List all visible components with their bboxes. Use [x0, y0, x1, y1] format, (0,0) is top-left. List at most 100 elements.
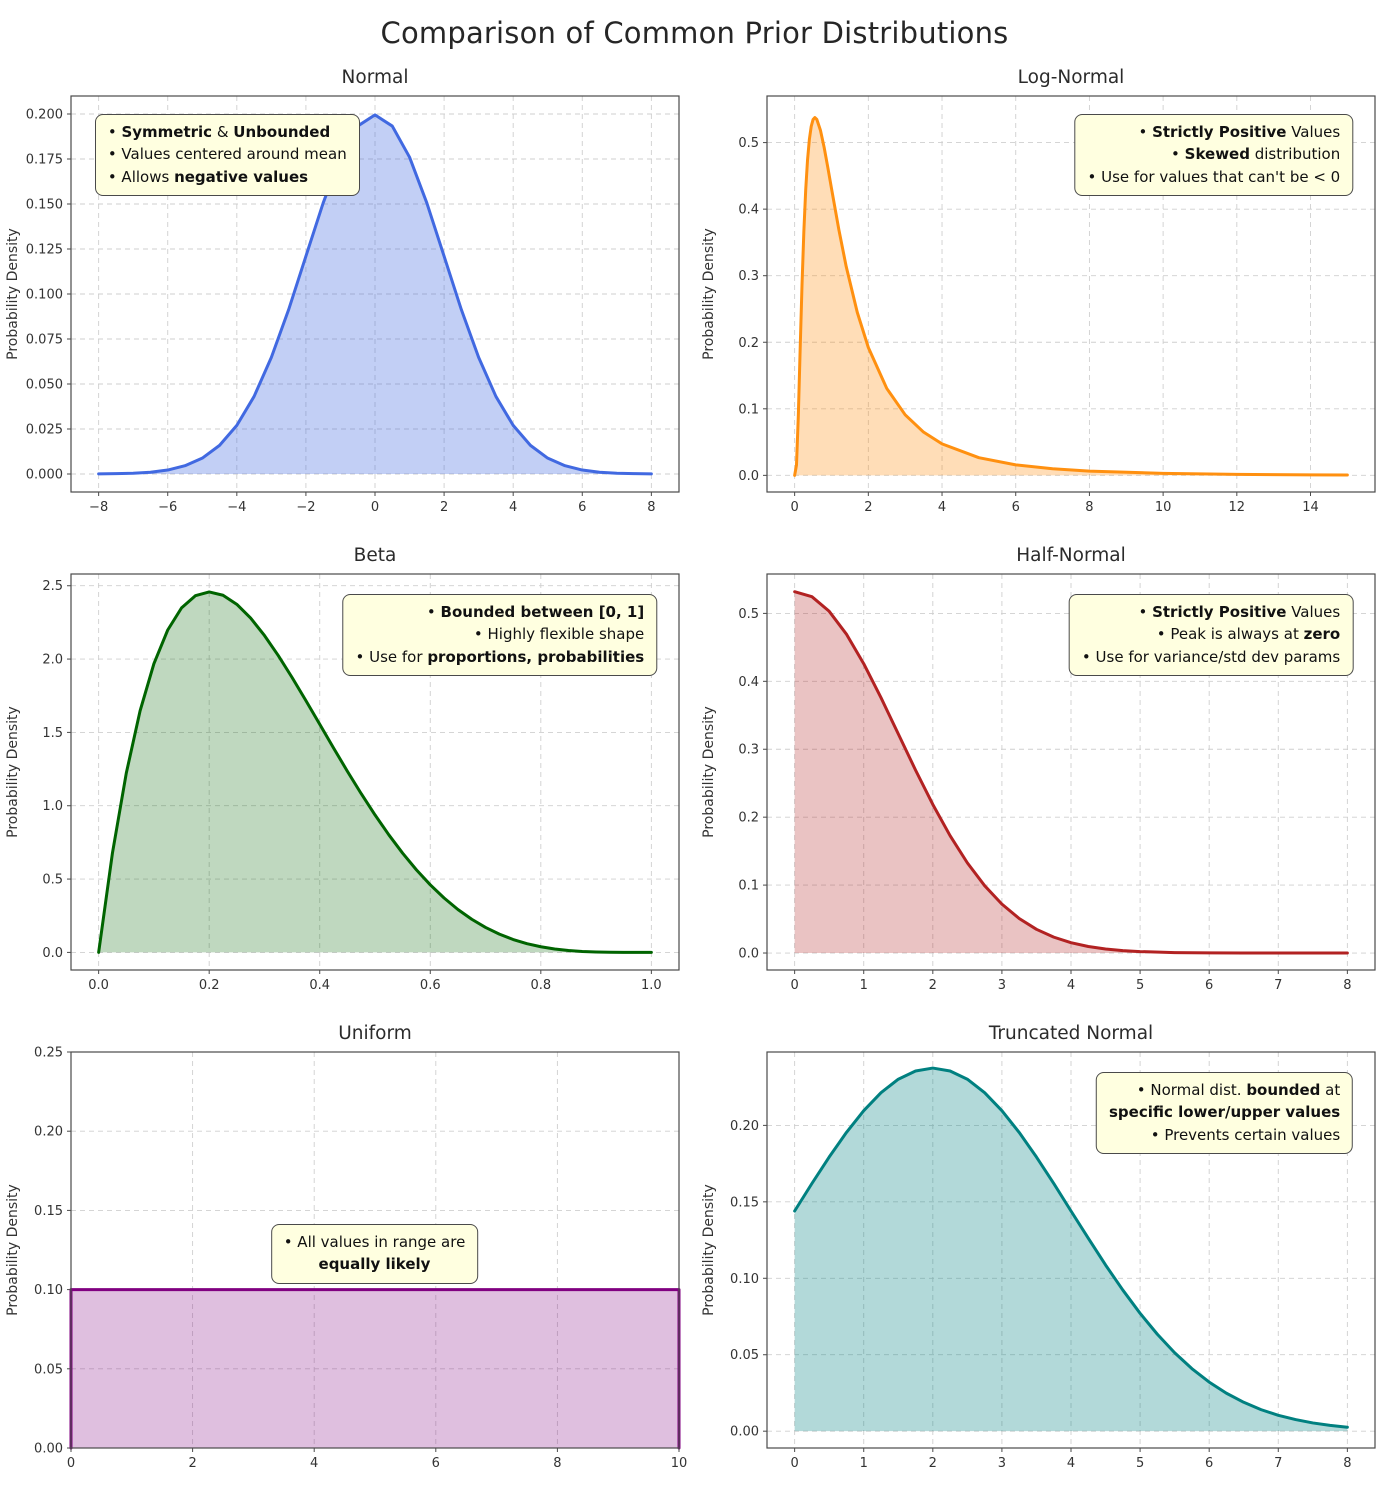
normal-ylabel: Probability Density: [5, 228, 21, 360]
page-title: Comparison of Common Prior Distributions: [380, 16, 1009, 50]
plot-cell-uniform: 0 2 4 6 8 10 0.00 0.05 0.10 0.15 0.20 0.25 Uniform Pr…: [3, 1014, 691, 1484]
svg-text:8: 8: [647, 500, 655, 515]
beta-annotation-line: • Bounded between [0, 1]: [426, 602, 645, 621]
normal-area-fill: [98, 114, 651, 475]
svg-text:0.025: 0.025: [25, 423, 62, 438]
annotation-box-truncnormal: • Normal dist. bounded at specific lower/…: [1095, 1071, 1354, 1155]
svg-text:0: 0: [370, 500, 378, 515]
svg-text:4: 4: [937, 500, 945, 515]
svg-text:0.8: 0.8: [530, 978, 551, 993]
uniform-annotation-line: • All values in range are: [283, 1232, 466, 1251]
lognormal-annotation-line: • Skewed distribution: [1171, 145, 1341, 164]
plots-grid: −8 −6 −4 −2 0 2 4 6 8 0.000 0.025 0.050 0.075 0.100 0.…: [0, 58, 1389, 1484]
plot-canvas-normal: −8 −6 −4 −2 0 2 4 6 8 0.000 0.025 0.050 0.075 0.100 0.…: [3, 58, 691, 528]
normal-title: Normal: [341, 67, 408, 88]
uniform-title: Uniform: [338, 1023, 412, 1044]
svg-text:2.5: 2.5: [42, 579, 63, 594]
svg-text:0.100: 0.100: [25, 288, 62, 303]
plot-svg-truncnormal: 0 1 2 3 4 5 6 7 8 0.00 0.05 0.10 0.15 0.20 Truncated N…: [701, 1023, 1376, 1471]
svg-text:5: 5: [1135, 1456, 1143, 1471]
svg-text:2.0: 2.0: [42, 653, 63, 668]
svg-text:0.5: 0.5: [738, 136, 759, 151]
truncnormal-annotation-line: • Normal dist. bounded at: [1136, 1080, 1341, 1099]
svg-text:0.125: 0.125: [25, 243, 62, 258]
svg-text:3: 3: [997, 978, 1005, 993]
svg-text:0.2: 0.2: [738, 811, 759, 826]
uniform-annotation-line: equally likely: [318, 1255, 431, 1274]
uniform-area-fill: [70, 1289, 679, 1448]
svg-text:3: 3: [997, 1456, 1005, 1471]
plot-canvas-lognormal: 0 2 4 6 8 10 12 14 0.0 0.1 0.2 0.3 0.4 0.5 Log-Normal P…: [699, 58, 1387, 528]
svg-text:1.0: 1.0: [42, 799, 63, 814]
svg-text:0.0: 0.0: [738, 469, 759, 484]
svg-text:4: 4: [509, 500, 517, 515]
svg-text:8: 8: [1085, 500, 1093, 515]
halfnormal-annotation-line: • Use for variance/std dev params: [1081, 647, 1341, 666]
beta-area-fill: [98, 591, 651, 953]
svg-text:6: 6: [431, 1456, 439, 1471]
lognormal-area-fill: [794, 117, 1347, 476]
svg-text:2: 2: [439, 500, 447, 515]
svg-text:0.2: 0.2: [738, 336, 759, 351]
svg-text:0.10: 0.10: [34, 1283, 63, 1298]
truncnormal-axis-ticks: 0 1 2 3 4 5 6 7 8 0.00 0.05 0.10 0.15 0.20: [730, 1119, 1351, 1471]
svg-text:2: 2: [188, 1456, 196, 1471]
svg-text:8: 8: [553, 1456, 561, 1471]
plot-svg-beta: 0.0 0.2 0.4 0.6 0.8 1.0 0.0 0.5 1.0 1.5 2.0 2.5 Beta…: [5, 545, 680, 993]
svg-text:8: 8: [1343, 978, 1351, 993]
plot-canvas-beta: 0.0 0.2 0.4 0.6 0.8 1.0 0.0 0.5 1.0 1.5 2.0 2.5 Beta…: [3, 536, 691, 1006]
svg-text:0.15: 0.15: [730, 1195, 759, 1210]
svg-text:6: 6: [578, 500, 586, 515]
svg-text:4: 4: [1066, 978, 1074, 993]
svg-text:0.000: 0.000: [25, 468, 62, 483]
svg-text:10: 10: [670, 1456, 687, 1471]
normal-axis-ticks: −8 −6 −4 −2 0 2 4 6 8 0.000 0.025 0.050 0.075 0.100 0.…: [25, 108, 655, 516]
svg-text:0.075: 0.075: [25, 333, 62, 348]
svg-text:1: 1: [859, 1456, 867, 1471]
svg-text:1.5: 1.5: [42, 726, 63, 741]
svg-text:1: 1: [859, 978, 867, 993]
svg-text:0.4: 0.4: [738, 203, 759, 218]
annotation-box-halfnormal: • Strictly Positive Values • Peak is alwa…: [1068, 593, 1354, 677]
svg-text:−2: −2: [296, 500, 315, 515]
svg-text:−8: −8: [89, 500, 108, 515]
svg-text:14: 14: [1302, 500, 1319, 515]
svg-text:0.3: 0.3: [738, 743, 759, 758]
halfnormal-title: Half-Normal: [1016, 545, 1126, 566]
svg-text:0: 0: [790, 978, 798, 993]
lognormal-ylabel: Probability Density: [701, 228, 717, 360]
svg-text:0.050: 0.050: [25, 378, 62, 393]
halfnormal-curve: [792, 590, 1349, 955]
svg-text:0.3: 0.3: [738, 269, 759, 284]
svg-text:5: 5: [1135, 978, 1143, 993]
svg-text:0.2: 0.2: [198, 978, 219, 993]
annotation-box-normal: • Symmetric & Unbounded • Values centered…: [94, 113, 360, 197]
svg-text:0: 0: [790, 1456, 798, 1471]
truncnormal-ylabel: Probability Density: [701, 1184, 717, 1316]
lognormal-title: Log-Normal: [1017, 67, 1124, 88]
svg-text:0.0: 0.0: [738, 947, 759, 962]
truncnormal-annotation-line: specific lower/upper values: [1108, 1103, 1341, 1122]
plot-svg-normal: −8 −6 −4 −2 0 2 4 6 8 0.000 0.025 0.050 0.075 0.100 0.…: [5, 67, 680, 516]
svg-text:12: 12: [1228, 500, 1245, 515]
svg-text:8: 8: [1343, 1456, 1351, 1471]
truncnormal-area-fill: [794, 1068, 1347, 1432]
beta-spines: [69, 573, 680, 971]
svg-text:0.00: 0.00: [34, 1442, 63, 1457]
uniform-ylabel: Probability Density: [5, 1184, 21, 1316]
svg-text:6: 6: [1011, 500, 1019, 515]
halfnormal-annotation-line: • Peak is always at zero: [1156, 625, 1341, 644]
svg-text:4: 4: [310, 1456, 318, 1471]
svg-text:6: 6: [1205, 1456, 1213, 1471]
svg-text:2: 2: [928, 978, 936, 993]
svg-text:7: 7: [1274, 1456, 1282, 1471]
svg-text:−4: −4: [227, 500, 246, 515]
truncnormal-title: Truncated Normal: [987, 1023, 1152, 1044]
annotation-box-uniform: • All values in range are equally likely: [270, 1223, 479, 1284]
svg-text:6: 6: [1205, 978, 1213, 993]
truncnormal-curve: [792, 1066, 1349, 1429]
svg-text:0.00: 0.00: [730, 1425, 759, 1440]
halfnormal-area-fill: [794, 591, 1347, 954]
svg-text:2: 2: [928, 1456, 936, 1471]
svg-text:4: 4: [1066, 1456, 1074, 1471]
